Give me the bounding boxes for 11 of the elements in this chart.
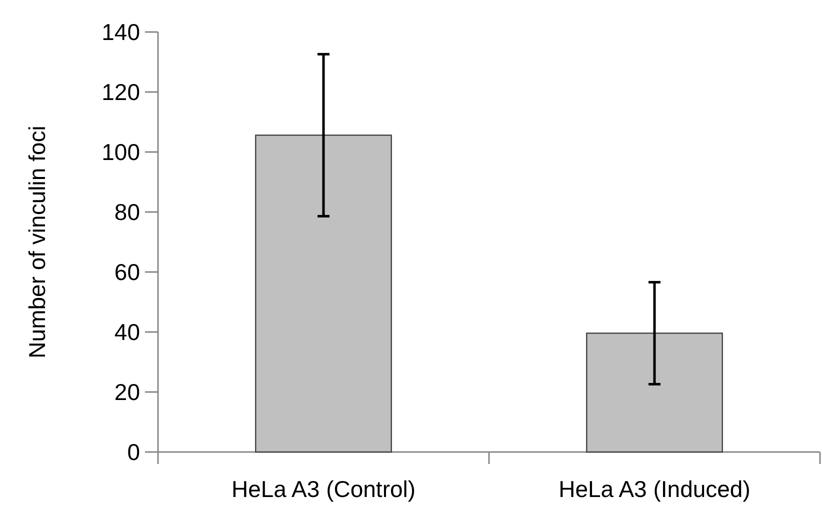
y-tick-label: 60 (114, 259, 140, 286)
y-axis-title: Number of vinculin foci (24, 126, 50, 358)
y-tick-label: 40 (114, 319, 140, 346)
y-tick-label: 80 (114, 199, 140, 226)
y-tick-label: 0 (127, 439, 140, 466)
y-tick-label: 20 (114, 379, 140, 406)
x-tick-label: HeLa A3 (Control) (231, 476, 416, 502)
y-tick-label: 100 (102, 139, 140, 166)
x-tick-label: HeLa A3 (Induced) (558, 476, 750, 502)
y-tick-label: 120 (102, 79, 140, 106)
y-tick-label: 140 (102, 19, 140, 46)
